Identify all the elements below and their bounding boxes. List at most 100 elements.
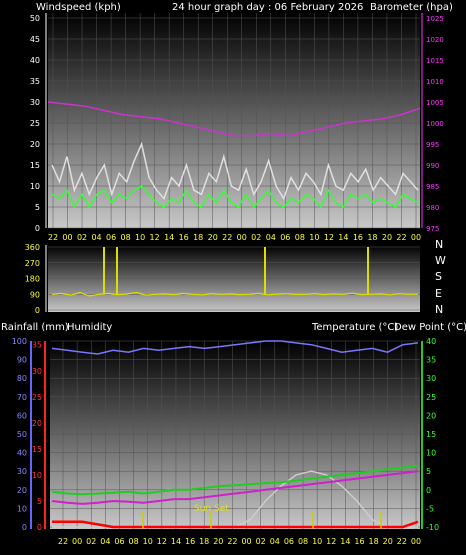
humidity-y-tick: 100 [12, 337, 27, 346]
x-tick: 20 [383, 537, 393, 546]
wind-y-tick: 50 [30, 14, 40, 23]
x-tick: 12 [324, 233, 334, 242]
x-tick: 18 [367, 233, 377, 242]
baro-y-tick: 1020 [426, 36, 444, 44]
compass-s: S [435, 270, 442, 283]
compass-n-top: N [435, 238, 443, 251]
x-tick: 04 [100, 537, 110, 546]
x-tick: 16 [354, 537, 364, 546]
temp-y-tick: 10 [426, 449, 436, 458]
temp-y-tick: 15 [426, 430, 436, 439]
direction-line [51, 291, 419, 297]
x-tick: 20 [382, 233, 392, 242]
x-tick: 16 [179, 233, 189, 242]
dir-y-tick: 0 [35, 306, 40, 315]
humidity-y-tick: 90 [17, 356, 27, 365]
x-tick: 12 [157, 537, 167, 546]
x-tick: 08 [129, 537, 139, 546]
baro-y-tick: 1000 [426, 120, 444, 128]
label-dewpoint: Dew Point (°C) [394, 322, 466, 333]
baro-y-tick: 975 [426, 225, 439, 233]
humidity-y-tick: 0 [22, 523, 27, 532]
humidity-y-tick: 10 [17, 504, 27, 513]
rain-y-tick: 35 [32, 341, 42, 350]
compass-n-bottom: N [435, 303, 443, 316]
label-temperature: Temperature (°C) [311, 322, 398, 333]
x-tick: 14 [338, 233, 348, 242]
temp-y-tick: 40 [426, 337, 436, 346]
baro-y-tick: 1005 [426, 99, 444, 107]
rain-y-tick: 10 [32, 471, 42, 480]
dir-y-tick: 360 [25, 243, 40, 252]
baro-y-tick: 995 [426, 141, 439, 149]
x-tick: 06 [284, 537, 294, 546]
x-tick: 20 [213, 537, 223, 546]
x-tick: 00 [237, 233, 247, 242]
humidity-y-tick: 20 [17, 486, 27, 495]
humidity-y-tick: 40 [17, 449, 27, 458]
x-tick: 22 [222, 233, 232, 242]
wind-y-tick: 5 [35, 203, 40, 212]
baro-y-tick: 1010 [426, 78, 444, 86]
wind-y-tick: 25 [30, 119, 40, 128]
temp-y-tick: -10 [426, 523, 439, 532]
label-rainfall: Rainfall (mm) [1, 322, 69, 333]
humidity-y-tick: 60 [17, 411, 27, 420]
x-tick: 16 [185, 537, 195, 546]
x-tick: 22 [227, 537, 237, 546]
x-tick: 14 [171, 537, 181, 546]
humidity-y-tick: 70 [17, 393, 27, 402]
x-tick: 18 [193, 233, 203, 242]
x-tick: 10 [143, 537, 153, 546]
x-tick: 10 [312, 537, 322, 546]
x-tick: 00 [241, 537, 251, 546]
compass-w: W [435, 254, 446, 267]
x-tick: 14 [164, 233, 174, 242]
temp-y-tick: 20 [426, 411, 436, 420]
x-tick: 22 [48, 233, 58, 242]
dir-y-tick: 90 [30, 290, 40, 299]
rain-y-tick: 15 [32, 445, 42, 454]
temp-y-tick: 25 [426, 393, 436, 402]
rain-y-tick: 5 [37, 497, 42, 506]
wind-y-tick: 20 [30, 140, 40, 149]
label-humidity: Humidity [67, 322, 112, 333]
wind-y-tick: 30 [30, 98, 40, 107]
humidity-line [51, 340, 419, 355]
wind-avg-line [51, 185, 419, 209]
rain-y-tick: 0 [37, 523, 42, 532]
dewpoint-line [51, 470, 419, 505]
x-tick: 02 [256, 537, 266, 546]
temp-panel [50, 341, 420, 529]
x-tick: 08 [295, 233, 305, 242]
temp-y-tick: 5 [426, 467, 431, 476]
x-tick: 10 [135, 233, 145, 242]
x-tick: 20 [208, 233, 218, 242]
baro-y-tick: 985 [426, 183, 439, 191]
x-tick: 06 [280, 233, 290, 242]
humidity-y-tick: 30 [17, 467, 27, 476]
dir-y-tick: 180 [25, 275, 40, 284]
x-tick: 02 [86, 537, 96, 546]
x-tick: 04 [266, 233, 276, 242]
x-tick: 14 [340, 537, 350, 546]
header-center: 24 hour graph day : 06 February 2026 [172, 2, 363, 13]
baro-y-tick: 990 [426, 162, 439, 170]
temp-y-tick: 0 [426, 486, 431, 495]
x-tick: 02 [251, 233, 261, 242]
rain-line [52, 520, 419, 529]
sun-set-annotation: Sun Set [194, 504, 229, 514]
rain-y-tick: 20 [32, 419, 42, 428]
humidity-y-tick: 50 [17, 430, 27, 439]
x-tick: 02 [77, 233, 87, 242]
dir-y-tick: 270 [25, 259, 40, 268]
x-tick: 06 [114, 537, 124, 546]
x-tick: 10 [309, 233, 319, 242]
humidity-y-tick: 80 [17, 374, 27, 383]
x-tick: 18 [199, 537, 209, 546]
x-tick: 08 [298, 537, 308, 546]
x-tick: 18 [369, 537, 379, 546]
x-tick: 22 [58, 537, 68, 546]
x-tick: 12 [150, 233, 160, 242]
